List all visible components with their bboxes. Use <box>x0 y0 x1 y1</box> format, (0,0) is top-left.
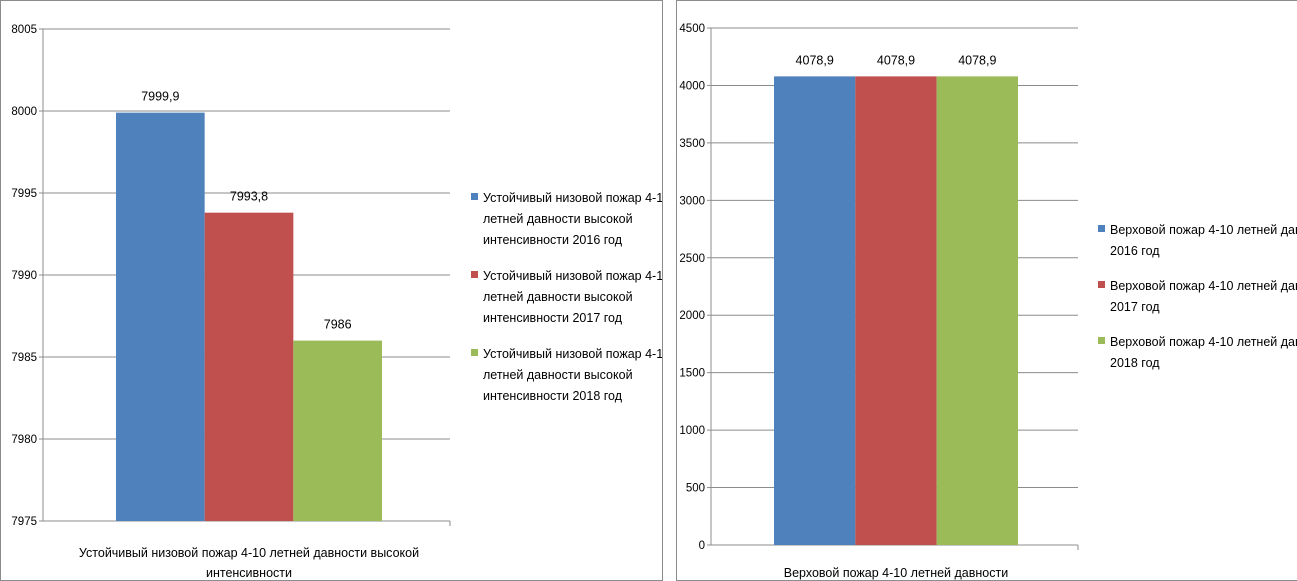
bar <box>936 76 1018 546</box>
legend-swatch <box>471 349 478 356</box>
data-label: 4078,9 <box>958 53 996 67</box>
chart-left-svg: 7975 7980 7985 7990 7995 8000 8005 7999,9 7993,8… <box>11 24 663 580</box>
y-tick-label: 3000 <box>679 195 705 207</box>
y-tick-label: 7990 <box>11 270 37 282</box>
y-tick-label: 1500 <box>679 368 705 380</box>
chart-panel-right: 0 500 1000 1500 2000 2500 3000 3500 4000 4500 4078… <box>676 0 1297 581</box>
legend-label: Устойчивый низовой пожар 4-10 <box>483 269 663 283</box>
data-label: 7999,9 <box>141 90 179 104</box>
legend-swatch <box>471 193 478 200</box>
x-category-label: интенсивности <box>206 566 292 580</box>
data-label: 7986 <box>324 318 352 332</box>
legend-label: 2017 год <box>1110 300 1160 314</box>
legend-label: 2016 год <box>1110 244 1160 258</box>
data-label: 4078,9 <box>796 53 834 67</box>
legend-label: интенсивности 2017 год <box>483 311 623 325</box>
y-tick-label: 8005 <box>11 24 37 36</box>
data-label: 7993,8 <box>230 190 268 204</box>
bar <box>116 112 205 521</box>
y-tick-label: 1000 <box>679 425 705 437</box>
legend-swatch <box>471 271 478 278</box>
x-category-label: Верховой пожар 4-10 летней давности <box>784 566 1008 580</box>
chart-right-svg: 0 500 1000 1500 2000 2500 3000 3500 4000 4500 4078… <box>679 23 1297 580</box>
legend-label: Верховой пожар 4-10 летней давност <box>1110 279 1297 293</box>
legend-swatch <box>1098 225 1105 232</box>
bar <box>855 76 937 546</box>
y-tick-label: 7985 <box>11 352 37 364</box>
legend-label: Устойчивый низовой пожар 4-10 <box>483 191 663 205</box>
y-tick-label: 500 <box>686 483 705 495</box>
y-tick-label: 2500 <box>679 253 705 265</box>
legend-swatch <box>1098 281 1105 288</box>
legend-label: Верховой пожар 4-10 летней давност <box>1110 335 1297 349</box>
legend-label: летней давности высокой <box>483 212 633 226</box>
y-tick-label: 7980 <box>11 434 37 446</box>
bar <box>293 340 382 521</box>
legend-label: интенсивности 2016 год <box>483 233 623 247</box>
bar <box>204 212 294 521</box>
legend-label: летней давности высокой <box>483 290 633 304</box>
x-category-label: Устойчивый низовой пожар 4-10 летней дав… <box>79 546 419 560</box>
legend-label: летней давности высокой <box>483 368 633 382</box>
legend-label: интенсивности 2018 год <box>483 389 623 403</box>
chart-panel-left: 7975 7980 7985 7990 7995 8000 8005 7999,9 7993,8… <box>0 0 663 581</box>
data-label: 4078,9 <box>877 53 915 67</box>
y-tick-label: 3500 <box>679 138 705 150</box>
y-tick-label: 4000 <box>679 80 705 92</box>
legend-swatch <box>1098 337 1105 344</box>
legend-label: 2018 год <box>1110 356 1160 370</box>
bar <box>774 76 856 546</box>
y-tick-label: 8000 <box>11 106 37 118</box>
y-tick-label: 2000 <box>679 310 705 322</box>
y-tick-label: 4500 <box>679 23 705 35</box>
y-tick-label: 7975 <box>11 516 37 528</box>
y-tick-label: 7995 <box>11 188 37 200</box>
y-tick-label: 0 <box>699 540 705 552</box>
legend-label: Устойчивый низовой пожар 4-10 <box>483 347 663 361</box>
legend-label: Верховой пожар 4-10 летней давност <box>1110 223 1297 237</box>
